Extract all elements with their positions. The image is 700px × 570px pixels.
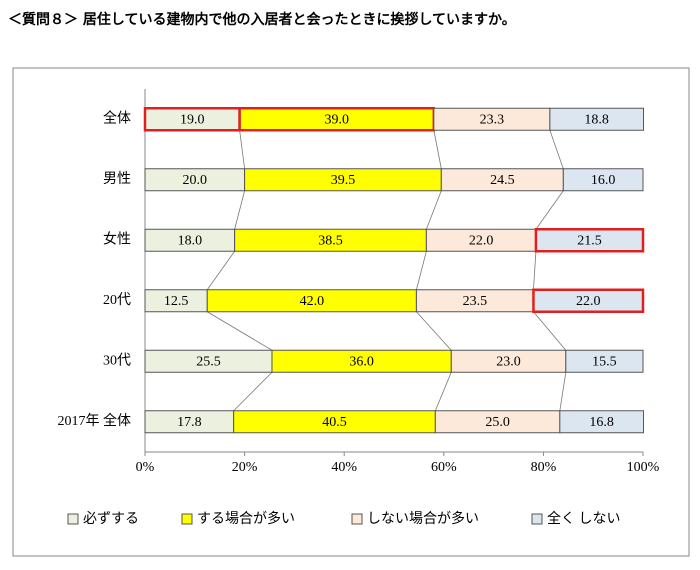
value-label: 15.5 [592,354,617,369]
series-line [533,251,537,290]
chart-frame [12,67,690,557]
value-label: 25.5 [196,354,221,369]
series-line [233,371,273,412]
value-label: 19.0 [180,112,205,127]
y-tick-label: 女性 [103,230,131,247]
value-label: 22.0 [469,233,494,248]
series-line [239,130,245,169]
legend-label: しない場合が多い [367,510,479,527]
y-tick-label: 男性 [103,171,131,187]
value-label: 23.0 [496,354,521,369]
value-label: 18.8 [584,112,609,127]
legend-label: する場合が多い [197,510,295,527]
value-label: 40.5 [322,415,347,430]
bar-segment [549,107,644,131]
series-line [234,190,245,230]
series-line [416,251,427,290]
chart-title: ＜質問８＞ 居住している建物内で他の入居者と会ったときに挨拶していますか。 [8,11,516,28]
value-label: 39.5 [331,173,356,188]
value-label: 39.0 [324,112,349,127]
x-tick-label: 20% [232,460,258,475]
value-label: 22.0 [576,294,601,309]
value-label: 42.0 [300,294,325,309]
value-label: 24.5 [490,173,515,188]
value-label: 23.5 [463,294,488,309]
x-tick-label: 80% [531,460,557,475]
series-line [206,251,235,290]
legend-swatch [181,513,193,525]
legend-label: 必ずする [83,511,139,527]
legend-swatch [67,513,79,525]
y-tick-label: 20代 [103,292,131,308]
bar-segment [565,349,644,373]
value-label: 18.0 [178,233,203,248]
series-line [535,190,564,230]
series-line [207,311,273,351]
x-tick-label: 0% [136,460,155,475]
bar-segment [562,168,644,192]
series-line [533,311,567,351]
y-tick-label: 30代 [103,352,131,368]
value-label: 16.8 [589,415,614,430]
y-tick-label: 2017年 全体 [58,412,132,429]
value-label: 23.3 [480,112,505,127]
value-label: 16.0 [591,173,616,188]
x-tick-label: 60% [431,460,457,475]
bar-segment [532,288,645,313]
value-label: 20.0 [183,173,208,188]
bar-segment [534,228,645,253]
series-line [433,130,442,169]
x-tick-label: 100% [627,460,660,475]
series-line [425,190,442,230]
x-tick-label: 40% [331,460,357,475]
y-tick-label: 全体 [103,109,131,126]
legend-swatch [351,513,363,525]
value-label: 25.0 [485,415,510,430]
value-label: 36.0 [349,354,374,369]
series-line [549,130,564,169]
bar-segment [559,410,644,434]
value-label: 21.5 [577,233,602,248]
legend-swatch [531,513,543,525]
series-line [416,311,452,351]
value-label: 12.5 [164,294,189,309]
value-label: 38.5 [318,233,343,248]
value-label: 17.8 [177,415,202,430]
series-line [434,372,452,411]
series-line [559,372,567,411]
legend-label: 全く しない [547,510,621,527]
